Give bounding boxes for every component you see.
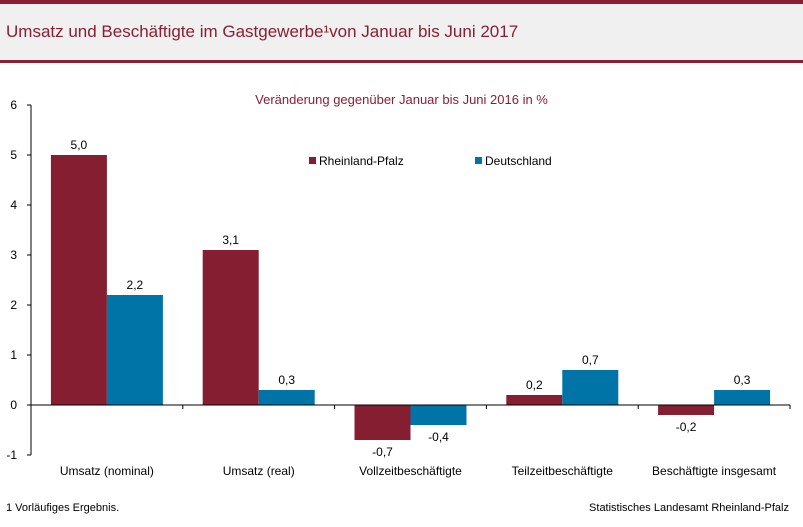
x-tick-label: Umsatz (nominal) (60, 464, 154, 478)
chart-subtitle: Veränderung gegenüber Januar bis Juni 20… (255, 92, 548, 107)
legend-label: Rheinland-Pfalz (319, 154, 404, 168)
data-label: 0,3 (278, 373, 295, 387)
data-label: 0,3 (734, 373, 751, 387)
bar (202, 250, 259, 405)
data-label: 2,2 (127, 278, 144, 292)
header-separator (0, 60, 803, 63)
data-label: 0,7 (582, 353, 599, 367)
x-tick-label: Teilzeitbeschäftigte (512, 464, 614, 478)
y-tick-label: 0 (10, 398, 17, 412)
bar (562, 370, 619, 405)
data-label: 5,0 (71, 138, 88, 152)
bar (258, 390, 315, 405)
header-bar: Umsatz und Beschäftigte im Gastgewerbe¹v… (0, 4, 803, 60)
data-label: 3,1 (222, 233, 239, 247)
y-tick-label: 6 (10, 98, 17, 112)
bar (658, 405, 715, 415)
y-tick-label: -1 (6, 448, 17, 462)
y-tick-label: 2 (10, 298, 17, 312)
page-title: Umsatz und Beschäftigte im Gastgewerbe¹v… (6, 22, 519, 41)
top-accent-rule (0, 0, 803, 4)
x-tick-label: Vollzeitbeschäftigte (359, 464, 462, 478)
bar (506, 395, 563, 405)
legend-swatch (475, 157, 482, 164)
y-tick-label: 1 (10, 348, 17, 362)
bar (106, 295, 163, 405)
data-label: 0,2 (526, 378, 543, 392)
bar (354, 405, 411, 440)
x-tick-label: Beschäftigte insgesamt (652, 464, 777, 478)
x-tick-label: Umsatz (real) (223, 464, 295, 478)
data-label: -0,7 (372, 445, 393, 459)
y-tick-label: 3 (10, 248, 17, 262)
y-tick-label: 4 (10, 198, 17, 212)
data-label: -0,2 (676, 420, 697, 434)
bar (714, 390, 771, 405)
data-label: -0,4 (428, 430, 449, 444)
legend-label: Deutschland (485, 154, 552, 168)
legend-swatch (309, 157, 316, 164)
source-note: Statistisches Landesamt Rheinland-Pfalz (589, 502, 789, 514)
bar (410, 405, 467, 425)
bar (50, 155, 107, 405)
y-tick-label: 5 (10, 148, 17, 162)
footnote: 1 Vorläufiges Ergebnis. (6, 502, 120, 514)
